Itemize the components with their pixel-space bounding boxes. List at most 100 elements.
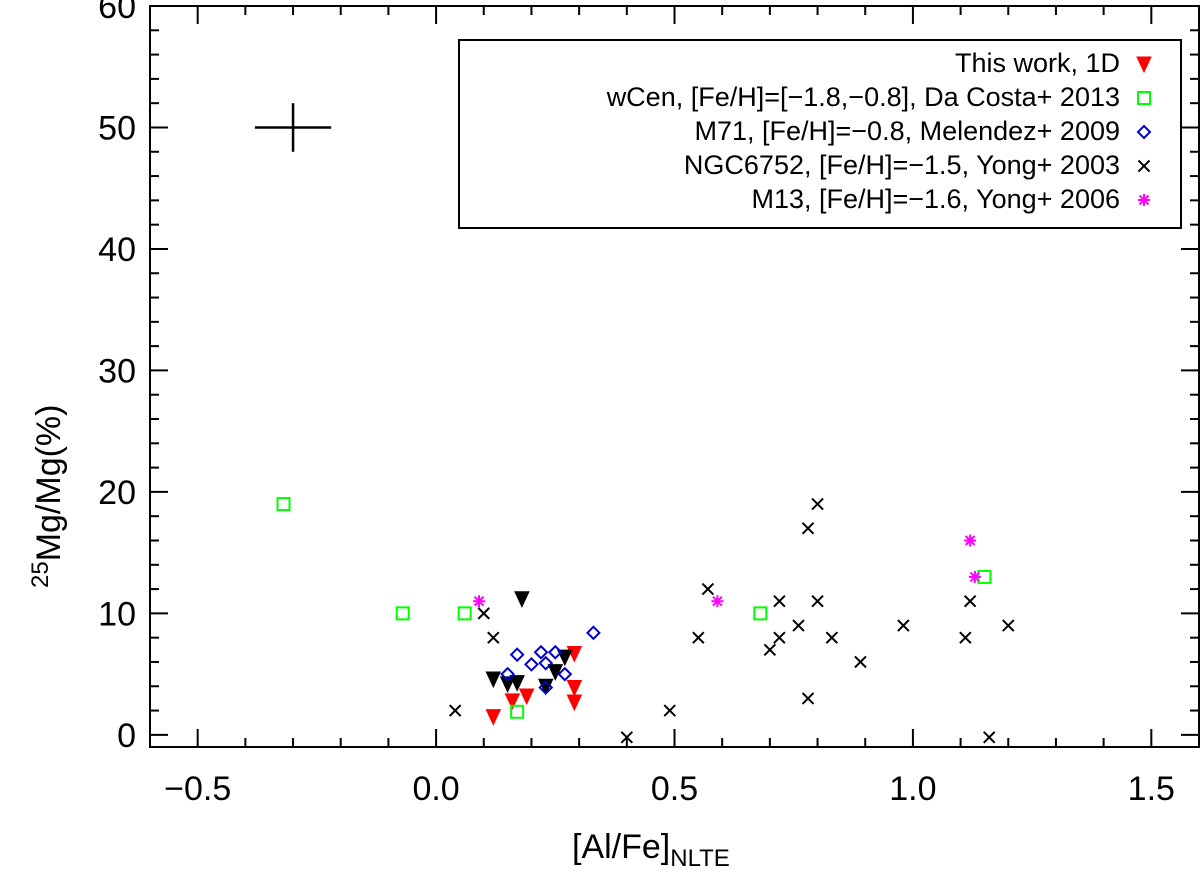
x-stroke: [897, 619, 910, 632]
diamond-shape: [524, 656, 539, 672]
legend-entry: This work, 1D: [955, 48, 1152, 78]
triangle-shape: [499, 676, 516, 694]
x-stroke: [801, 692, 815, 705]
x-stroke: [792, 619, 805, 632]
x-stroke: [477, 607, 490, 620]
triangle-shape: [566, 679, 583, 697]
asterisk-stroke: [969, 571, 981, 583]
data-point: [538, 680, 554, 695]
x-stroke: [963, 595, 977, 608]
legend-entry: M13, [Fe/H]=−1.6, Yong+ 2006: [751, 184, 1150, 214]
x-stroke: [663, 704, 676, 717]
asterisk-stroke: [712, 596, 723, 607]
series-4: [448, 497, 1015, 744]
triangle-shape: [1136, 56, 1152, 74]
data-point: [566, 679, 583, 697]
diamond-shape: [538, 655, 554, 671]
data-point: [514, 591, 530, 608]
data-point: [485, 709, 502, 726]
data-point: [499, 676, 516, 694]
data-point: [557, 649, 573, 667]
x-stroke: [763, 643, 777, 657]
data-points: [276, 497, 1015, 744]
data-point: [620, 731, 634, 744]
data-point: [518, 688, 535, 706]
series-1: [485, 591, 573, 696]
legend-label: This work, 1D: [955, 48, 1120, 78]
triangle-shape: [566, 694, 583, 712]
data-point: [792, 619, 805, 632]
data-point: [477, 607, 490, 620]
legend-label: NGC6752, [Fe/H]=−1.5, Yong+ 2003: [684, 150, 1120, 180]
triangle-shape: [547, 664, 564, 681]
x-stroke: [701, 582, 715, 596]
data-point: [533, 644, 549, 660]
triangle-shape: [514, 591, 530, 608]
data-point: [825, 631, 839, 644]
data-point: [509, 675, 525, 692]
data-point: [537, 678, 554, 696]
y-tick-label: 0: [117, 717, 136, 755]
data-point: [854, 655, 867, 669]
data-point: [509, 647, 525, 663]
data-point: [504, 693, 521, 711]
series-2: [276, 497, 992, 719]
typical-error-cross: [254, 103, 332, 152]
data-point: [547, 664, 564, 681]
legend: This work, 1D wCen, [Fe/H]=[−1.8,−0.8], D…: [458, 39, 1182, 229]
legend-marker: [1138, 194, 1150, 206]
data-point: [524, 656, 539, 672]
data-point: [485, 671, 502, 689]
data-point: [811, 595, 824, 608]
data-point: [692, 631, 705, 644]
x-tick-label: −0.5: [164, 770, 231, 808]
diamond-shape: [586, 625, 601, 641]
data-point: [487, 631, 500, 644]
triangle-shape: [485, 671, 502, 689]
x-stroke: [959, 631, 972, 644]
square-shape: [276, 497, 291, 512]
asterisk-stroke: [964, 535, 976, 546]
square-shape: [510, 704, 525, 719]
data-point: [963, 595, 977, 608]
legend-label: M13, [Fe/H]=−1.6, Yong+ 2006: [751, 184, 1120, 214]
legend-entry: wCen, [Fe/H]=[−1.8,−0.8], Da Costa+ 2013: [606, 82, 1151, 112]
y-tick-label: 50: [98, 109, 136, 147]
diamond-shape: [533, 644, 549, 660]
data-point: [959, 631, 972, 644]
data-point: [538, 655, 554, 671]
data-point: [773, 595, 786, 608]
y-tick-label: 10: [98, 595, 136, 633]
x-stroke: [692, 631, 705, 644]
square-shape: [395, 606, 410, 621]
diamond-shape: [1136, 124, 1152, 140]
square-shape: [1137, 91, 1151, 105]
data-point: [773, 631, 786, 644]
data-point: [753, 606, 768, 621]
data-point: [457, 606, 472, 621]
x-stroke: [1137, 159, 1151, 173]
legend-marker: [1137, 91, 1151, 105]
data-point: [711, 595, 724, 608]
x-stroke: [1002, 619, 1015, 632]
legend-entry: NGC6752, [Fe/H]=−1.5, Yong+ 2003: [684, 150, 1151, 180]
data-point: [968, 570, 981, 583]
legend-label: wCen, [Fe/H]=[−1.8,−0.8], Da Costa+ 2013: [606, 82, 1120, 112]
x-stroke: [854, 655, 867, 669]
data-point: [801, 522, 815, 535]
asterisk-stroke: [473, 596, 485, 607]
x-stroke: [801, 522, 815, 535]
diamond-shape: [557, 666, 573, 682]
x-stroke: [448, 704, 462, 717]
legend-marker: [1136, 56, 1152, 74]
x-axis-label: [Al/Fe]NLTE: [572, 828, 730, 867]
y-axis-label: 25Mg/Mg(%): [27, 405, 68, 589]
triangle-shape: [485, 709, 502, 726]
asterisk-stroke: [1138, 194, 1150, 206]
data-point: [811, 497, 824, 511]
series-3: [500, 625, 601, 695]
x-stroke: [773, 631, 786, 644]
triangle-shape: [518, 688, 535, 706]
legend-entry: M71, [Fe/H]=−0.8, Melendez+ 2009: [694, 116, 1152, 146]
